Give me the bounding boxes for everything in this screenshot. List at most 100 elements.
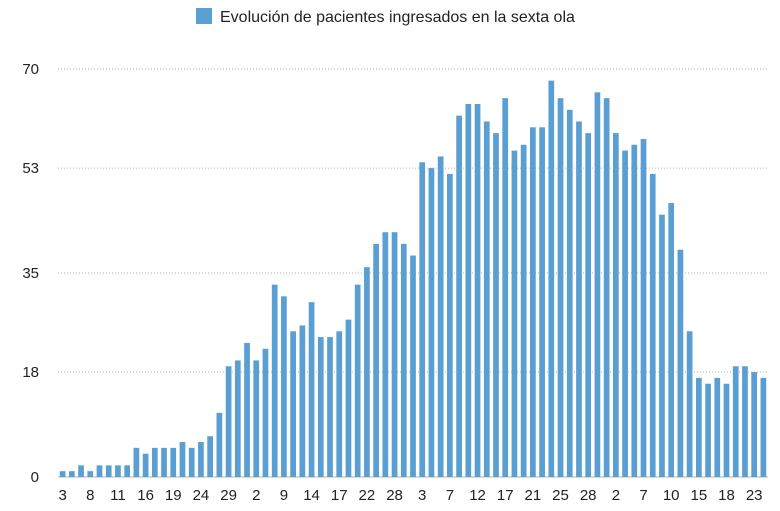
bar [124, 465, 131, 477]
x-tick-label: 2 [252, 487, 260, 504]
bar [493, 133, 499, 478]
bar [566, 109, 573, 478]
bar [511, 150, 518, 477]
bar [151, 447, 158, 477]
bar [622, 150, 628, 477]
bar [474, 103, 481, 477]
x-tick-label: 7 [446, 487, 454, 504]
x-tick-label: 16 [137, 487, 154, 504]
bar [207, 436, 213, 477]
bar [447, 173, 453, 477]
bar [391, 232, 398, 477]
bar [585, 133, 592, 478]
bar [133, 447, 140, 477]
y-tick-label: 53 [22, 160, 39, 177]
x-tick-label: 28 [386, 487, 403, 504]
bar [78, 465, 84, 477]
bar [677, 249, 684, 477]
x-tick-label: 12 [469, 487, 486, 504]
bar [170, 447, 177, 477]
x-tick-label: 15 [690, 487, 707, 504]
bar [317, 337, 324, 477]
bar [659, 214, 665, 477]
bar [437, 156, 444, 477]
bars [59, 80, 767, 478]
bar [225, 366, 232, 477]
bar [631, 144, 638, 477]
x-tick-label: 18 [718, 487, 735, 504]
bar [732, 366, 739, 477]
x-tick-label: 3 [418, 487, 426, 504]
x-tick-label: 24 [193, 487, 210, 504]
bar [742, 366, 748, 477]
bar [234, 360, 241, 477]
bar [188, 447, 195, 477]
bar [686, 331, 693, 477]
bar [548, 80, 555, 477]
bar [327, 337, 333, 477]
x-tick-label: 7 [639, 487, 647, 504]
bar [428, 168, 435, 477]
x-tick-label: 29 [220, 487, 237, 504]
bar [253, 360, 260, 477]
bar [96, 465, 103, 477]
bar [105, 465, 112, 477]
bar [299, 325, 306, 477]
x-tick-label: 28 [580, 487, 597, 504]
x-tick-label: 21 [525, 487, 542, 504]
x-tick-label: 2 [612, 487, 620, 504]
bar [179, 442, 186, 477]
bar [198, 442, 204, 477]
y-tick-label: 18 [22, 364, 39, 381]
bar [456, 115, 462, 477]
bar [87, 471, 94, 477]
bar [520, 144, 527, 477]
bar [649, 173, 656, 477]
bar [345, 319, 352, 477]
x-tick-label: 8 [86, 487, 94, 504]
bar [281, 296, 287, 477]
y-tick-label: 70 [22, 61, 39, 78]
bar [530, 127, 536, 477]
legend: Evolución de pacientes ingresados en la … [196, 8, 575, 26]
bar [142, 453, 149, 477]
x-tick-label: 11 [110, 487, 126, 504]
x-tick-label: 19 [165, 487, 182, 504]
x-tick-label: 17 [331, 487, 348, 504]
x-axis: 3 8 11 16 19 24 29 2 9 14 17 22 28 3 7 12 17 21 25 28 2 7 10 15… [58, 487, 762, 504]
x-tick-label: 3 [58, 487, 66, 504]
bar [382, 232, 389, 477]
bar [373, 243, 379, 477]
bar [400, 243, 407, 477]
bar [668, 203, 675, 477]
bar [336, 331, 343, 477]
bar [640, 138, 647, 477]
bar [410, 255, 416, 477]
x-tick-label: 22 [359, 487, 376, 504]
x-tick-label: 17 [497, 487, 514, 504]
x-tick-label: 23 [746, 487, 763, 504]
bar [419, 162, 426, 477]
bar [308, 302, 315, 477]
bar [576, 121, 582, 478]
y-tick-label: 35 [22, 265, 39, 282]
bar [59, 471, 66, 477]
x-tick-label: 14 [303, 487, 320, 504]
bar [161, 447, 167, 477]
bar [244, 342, 250, 477]
legend-label: Evolución de pacientes ingresados en la … [220, 9, 575, 26]
bar [723, 383, 730, 477]
bar [539, 127, 545, 477]
bar [465, 103, 472, 477]
bar [483, 121, 490, 478]
bar [216, 412, 223, 477]
x-tick-label: 25 [552, 487, 569, 504]
y-tick-label: 0 [31, 469, 39, 486]
bar [695, 377, 702, 477]
bar [714, 377, 721, 477]
bar [594, 92, 601, 477]
bar [68, 471, 75, 477]
x-tick-label: 9 [280, 487, 288, 504]
bar [613, 133, 619, 478]
bar [271, 284, 278, 477]
